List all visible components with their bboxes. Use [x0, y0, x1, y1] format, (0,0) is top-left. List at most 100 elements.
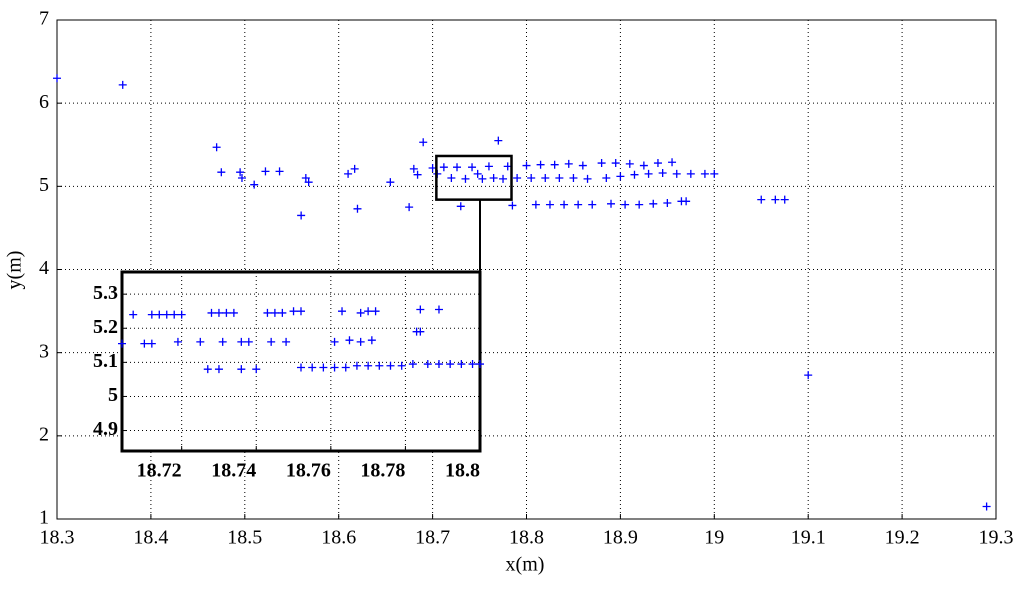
point [700, 169, 709, 178]
point [710, 169, 719, 178]
point [564, 159, 573, 168]
point [682, 197, 691, 206]
point [217, 168, 226, 177]
point [653, 159, 662, 168]
x-tick-label: 18.7 [415, 527, 450, 549]
y-tick-label: 2 [39, 423, 49, 445]
point [804, 371, 813, 380]
x-tick-label: 18.78 [360, 460, 405, 482]
point [353, 204, 362, 213]
point [212, 143, 221, 152]
point [218, 337, 227, 346]
point [597, 159, 606, 168]
point [602, 174, 611, 183]
point [607, 199, 616, 208]
point [494, 136, 503, 145]
point [545, 200, 554, 209]
point [409, 164, 418, 173]
point [550, 160, 559, 169]
point [356, 308, 365, 317]
zoom-box [435, 154, 513, 201]
point [252, 365, 261, 374]
point [446, 360, 455, 369]
point [356, 337, 365, 346]
point [416, 327, 425, 336]
y-tick-label: 7 [39, 8, 49, 30]
point [250, 180, 259, 189]
point [289, 307, 298, 316]
point [267, 337, 276, 346]
x-tick-label: 18.5 [227, 527, 262, 549]
point [672, 169, 681, 178]
point [367, 336, 376, 345]
point [413, 170, 422, 179]
point [478, 174, 487, 183]
point [419, 138, 428, 147]
point [668, 158, 677, 167]
point [196, 337, 205, 346]
point [118, 339, 126, 348]
point [237, 365, 246, 374]
point [278, 308, 287, 317]
point [147, 310, 156, 319]
x-tick-label: 19.2 [885, 527, 920, 549]
y-tick-label: 1 [39, 507, 49, 529]
y-tick-label: 3 [39, 340, 49, 362]
x-tick-label: 18.6 [321, 527, 356, 549]
point [282, 337, 291, 346]
point [630, 170, 639, 179]
point [330, 337, 339, 346]
point [531, 200, 540, 209]
point [522, 161, 531, 170]
point [625, 159, 634, 168]
x-tick-label: 18.74 [211, 460, 256, 482]
point [330, 363, 339, 372]
point [129, 310, 138, 319]
point [408, 360, 417, 369]
point [162, 310, 171, 319]
point [375, 361, 384, 370]
point [434, 360, 443, 369]
point [456, 202, 465, 211]
point [297, 307, 305, 316]
point [499, 174, 508, 183]
point [237, 174, 246, 183]
point [644, 169, 653, 178]
point [513, 174, 522, 183]
point [275, 167, 284, 176]
point [527, 174, 536, 183]
point [541, 174, 550, 183]
x-tick-label: 19.3 [979, 527, 1014, 549]
point [982, 502, 991, 511]
point [757, 195, 766, 204]
point [214, 365, 223, 374]
point [434, 305, 443, 314]
point [457, 360, 466, 369]
point [621, 200, 630, 209]
point [611, 159, 620, 168]
y-axis-label: y(m) [4, 251, 26, 290]
point [222, 308, 231, 317]
point [118, 80, 127, 89]
point [371, 307, 380, 316]
point [263, 308, 272, 317]
point [686, 169, 695, 178]
point [780, 195, 789, 204]
point [350, 164, 359, 173]
point [229, 308, 238, 317]
x-axis-label: x(m) [506, 554, 545, 576]
point [352, 361, 361, 370]
point [578, 161, 587, 170]
point [461, 174, 470, 183]
point [338, 307, 347, 316]
inset-plot: 18.72 18.74 18.76 18.78 18.8 4.9 5 5.1 5.2 5.3 [93, 270, 484, 482]
point [508, 201, 517, 210]
point [53, 74, 61, 83]
point [649, 199, 658, 208]
x-tick-label: 18.76 [286, 460, 331, 482]
point [214, 308, 223, 317]
point [476, 360, 484, 369]
y-tick-label: 5.2 [93, 316, 118, 338]
point [453, 163, 462, 172]
